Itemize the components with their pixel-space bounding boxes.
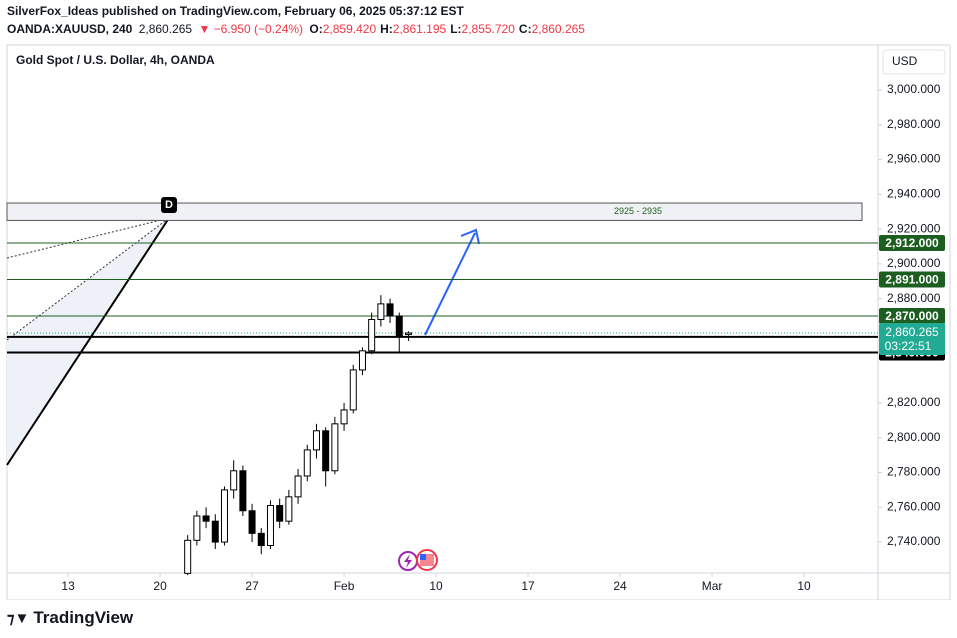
publisher-line: SilverFox_Ideas published on TradingView… (7, 4, 464, 18)
candle-body (202, 515, 210, 522)
footer-logo: ⁊▼ TradingView (7, 608, 133, 628)
x-tick-label: 27 (245, 579, 259, 593)
candle-body (266, 505, 274, 547)
chart: Gold Spot / U.S. Dollar, 4h, OANDA USD 3… (6, 44, 951, 600)
last-price: 2,860.265 (138, 22, 193, 36)
ohlc-value: 2,859.420 (322, 22, 377, 36)
level-label-box (879, 235, 945, 252)
current-price-label: 2,860.265 (885, 325, 939, 339)
x-tick-label: 10 (429, 579, 443, 593)
x-tick-label: Mar (702, 579, 723, 593)
y-tick-label: 2,880.000 (887, 291, 941, 305)
currency: USD (892, 54, 918, 68)
candle-body (312, 430, 320, 451)
candle-body (377, 303, 385, 321)
candle-body (358, 350, 366, 371)
y-tick-label: 2,800.000 (887, 430, 941, 444)
zone (6, 202, 863, 221)
candle-body (294, 475, 302, 498)
zone-label: 2925 - 2935 (614, 206, 662, 216)
frame (6, 44, 951, 600)
candle-body (322, 430, 330, 472)
current-price-box (879, 322, 945, 355)
ohlc-label: O: (309, 22, 323, 36)
dotted-line (6, 217, 170, 341)
candle-body (257, 532, 265, 547)
y-tick-label: 2,980.000 (887, 117, 941, 131)
change: ▼ −6.950 (−0.24%) (198, 22, 304, 36)
candle-body (184, 539, 192, 574)
arrow-head (460, 228, 480, 245)
y-tick-label: 2,820.000 (887, 395, 941, 409)
logo-icon: ⁊▼ (7, 610, 30, 627)
candle-body (395, 315, 403, 338)
candle-body (248, 510, 256, 534)
y-tick-label: 2,920.000 (887, 221, 941, 235)
ohlc-label: L: (450, 22, 462, 36)
y-tick-label: 2,960.000 (887, 152, 941, 166)
quote-line: OANDA:XAUUSD, 240 2,860.265 ▼ −6.950 (−0… (7, 22, 592, 36)
y-tick-label: 2,740.000 (887, 534, 941, 548)
candle-body (211, 520, 219, 543)
x-tick-label: Feb (334, 579, 355, 593)
candle-body (193, 515, 201, 541)
candle-body (368, 319, 376, 352)
ohlc-label: C: (518, 22, 532, 36)
ohlc-value: 2,860.265 (531, 22, 585, 36)
candle-body (239, 470, 247, 512)
candle-body (276, 505, 284, 522)
brand: TradingView (33, 608, 134, 627)
candle-body (386, 303, 394, 317)
x-tick-label: 13 (61, 579, 75, 593)
ohlc-value: 2,861.195 (392, 22, 447, 36)
chart-title: Gold Spot / U.S. Dollar, 4h, OANDA (16, 53, 215, 67)
countdown: 03:22:51 (885, 339, 932, 353)
candle-body (303, 449, 311, 477)
level-label: 2,891.000 (885, 273, 939, 287)
level-label: 2,870.000 (885, 309, 939, 323)
marker: D (165, 199, 173, 211)
candle-body (285, 496, 293, 522)
symbol: OANDA:XAUUSD, 240 (7, 22, 133, 36)
x-tick-label: 20 (153, 579, 167, 593)
ohlc: O:2,859.420 H:2,861.195 L:2,855.720 C:2,860… (309, 22, 589, 36)
candle-body (230, 470, 238, 491)
icons (398, 549, 438, 571)
y-tick-label: 2,780.000 (887, 465, 941, 479)
candle-body (220, 489, 228, 543)
x-tick-label: 10 (797, 579, 811, 593)
ohlc-value: 2,855.720 (461, 22, 515, 36)
candle-body (340, 409, 348, 425)
candle-body (404, 332, 412, 335)
candle-body (331, 423, 339, 472)
x-tick-label: 24 (613, 579, 627, 593)
currency-box[interactable] (882, 49, 946, 75)
y-tick-label: 3,000.000 (887, 82, 941, 96)
trend-line (6, 217, 170, 466)
y-tick-label: 2,940.000 (887, 187, 941, 201)
marker-box (161, 197, 177, 213)
arrow (424, 232, 476, 336)
candle-body (349, 369, 357, 411)
y-tick-label: 2,760.000 (887, 499, 941, 513)
y-tick-label: 2,900.000 (887, 256, 941, 270)
ohlc-label: H: (380, 22, 393, 36)
level-label-box (879, 271, 945, 288)
level-label: 2,912.000 (885, 236, 939, 250)
x-tick-label: 17 (521, 579, 535, 593)
level-label-box (879, 308, 945, 325)
